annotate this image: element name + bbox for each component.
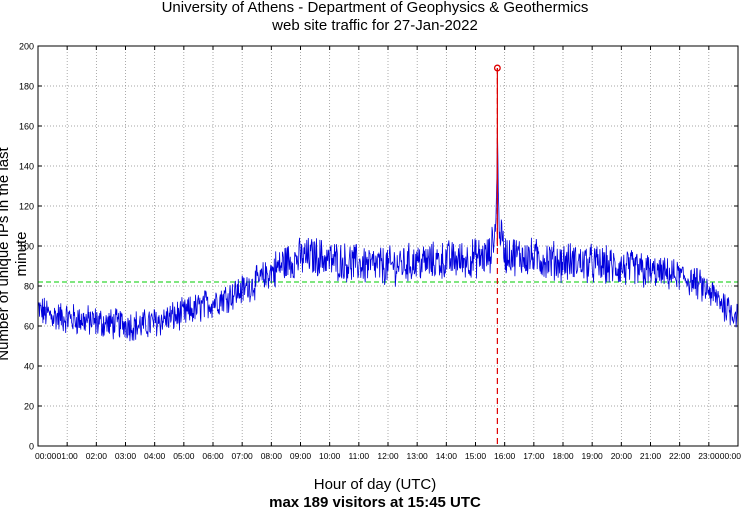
y-tick-label: 140 bbox=[19, 162, 34, 172]
x-tick-label: 20:00 bbox=[611, 451, 633, 461]
chart-subtitle: web site traffic for 27-Jan-2022 bbox=[272, 17, 478, 34]
max-marker-point bbox=[493, 64, 501, 72]
x-tick-label: 07:00 bbox=[232, 451, 254, 461]
x-tick-label: 21:00 bbox=[640, 451, 662, 461]
y-tick-label: 200 bbox=[19, 42, 34, 52]
x-tick-label: 00:00 bbox=[720, 451, 742, 461]
chart-title: University of Athens - Department of Geo… bbox=[161, 0, 589, 16]
x-tick-label: 06:00 bbox=[202, 451, 224, 461]
plot-frame bbox=[37, 45, 739, 447]
x-tick-label: 02:00 bbox=[86, 451, 108, 461]
x-tick-label: 12:00 bbox=[377, 451, 399, 461]
series-line bbox=[37, 125, 739, 342]
y-tick-label: 20 bbox=[24, 402, 34, 412]
x-axis-ticks: 00:00 01:00 02:00 03:00 04:00 05:00 06:00 07:00… bbox=[35, 46, 741, 461]
x-tick-label: 04:00 bbox=[144, 451, 166, 461]
y-tick-label: 0 bbox=[29, 442, 34, 452]
x-tick-label: 03:00 bbox=[115, 451, 137, 461]
y-tick-label: 40 bbox=[24, 362, 34, 372]
x-tick-label: 19:00 bbox=[582, 451, 604, 461]
x-tick-label: 16:00 bbox=[494, 451, 516, 461]
x-tick-label: 08:00 bbox=[261, 451, 283, 461]
y-axis-label: Number of unique IPs in the last minute bbox=[0, 147, 30, 361]
x-tick-label: 09:00 bbox=[290, 451, 312, 461]
x-tick-label: 11:00 bbox=[349, 451, 370, 461]
x-tick-label: 01:00 bbox=[57, 451, 79, 461]
y-tick-label: 160 bbox=[19, 122, 34, 132]
x-axis-label: Hour of day (UTC) bbox=[313, 476, 437, 493]
y-tick-label: 180 bbox=[19, 82, 34, 92]
x-tick-label: 18:00 bbox=[552, 451, 574, 461]
x-tick-label: 15:00 bbox=[465, 451, 487, 461]
x-tick-label: 13:00 bbox=[407, 451, 429, 461]
y-tick-label: 120 bbox=[19, 202, 34, 212]
y-axis-ticks: 0 20 40 60 80 100 120 140 160 180 200 bbox=[19, 42, 738, 452]
x-tick-label: 00:00 bbox=[35, 451, 57, 461]
x-tick-label: 10:00 bbox=[319, 451, 341, 461]
x-tick-label: 05:00 bbox=[173, 451, 195, 461]
x-tick-label: 14:00 bbox=[436, 451, 458, 461]
x-tick-label: 23:00 bbox=[698, 451, 720, 461]
max-visitors-caption: max 189 visitors at 15:45 UTC bbox=[269, 494, 481, 511]
y-tick-label: 100 bbox=[19, 242, 34, 252]
y-tick-label: 80 bbox=[24, 282, 34, 292]
x-tick-label: 22:00 bbox=[669, 451, 691, 461]
grid-lines bbox=[38, 46, 738, 446]
y-tick-label: 60 bbox=[24, 322, 34, 332]
x-tick-label: 17:00 bbox=[523, 451, 545, 461]
